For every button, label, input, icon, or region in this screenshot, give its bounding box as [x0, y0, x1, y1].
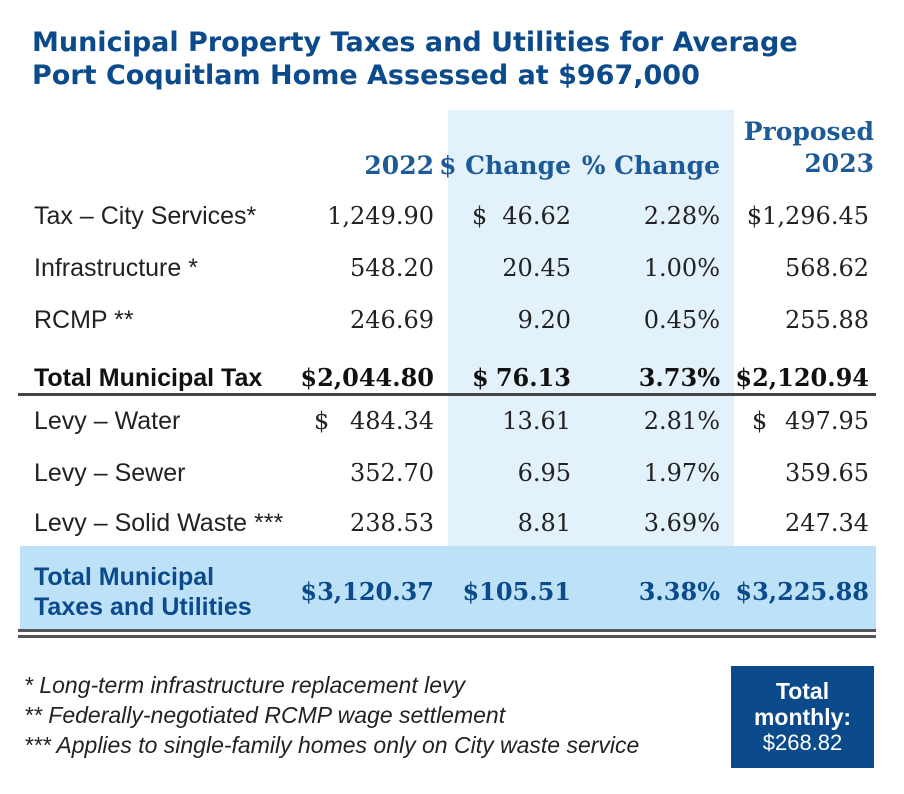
grand-total-shade — [20, 546, 876, 630]
table-row: Tax – City Services* 1,249.90 $ 46.62 2.… — [0, 198, 904, 234]
table-row: Levy – Sewer 352.70 6.95 1.97% 359.65 — [0, 455, 904, 491]
row-label: Total Municipal Tax — [34, 364, 263, 392]
monthly-label-line2: monthly: — [753, 704, 852, 730]
total-divider-bottom — [18, 635, 876, 638]
dollar-sign: $ — [752, 407, 768, 435]
value-2023: 568.62 — [785, 254, 869, 282]
value-dollar-change: 46.62 — [502, 202, 571, 230]
monthly-value: $268.82 — [762, 730, 843, 755]
header-proposed-line1: Proposed — [743, 117, 874, 146]
value-2023: 359.65 — [785, 459, 869, 487]
monthly-label-line1: Total — [775, 678, 830, 704]
subtotal-divider — [18, 393, 876, 396]
table-row: Infrastructure * 548.20 20.45 1.00% 568.… — [0, 250, 904, 286]
change-columns-shade — [448, 110, 734, 546]
header-percent-change: % Change — [581, 151, 720, 180]
value-2022: 246.69 — [350, 306, 434, 334]
value-2022: 352.70 — [350, 459, 434, 487]
value-dollar-change: 9.20 — [517, 306, 571, 334]
value-percent-change: 1.00% — [643, 254, 720, 282]
title-line-2: Port Coquitlam Home Assessed at $967,000 — [32, 60, 700, 91]
row-label: Levy – Water — [34, 407, 181, 435]
grand-total-label: Total Municipal Taxes and Utilities — [34, 563, 252, 621]
row-label: Levy – Solid Waste *** — [34, 509, 284, 537]
subtotal-row: Total Municipal Tax $2,044.80 $ 76.13 3.… — [0, 360, 904, 396]
value-percent-change: 1.97% — [643, 459, 720, 487]
header-proposed-2023: Proposed 2023 — [744, 116, 874, 180]
header-2022: 2022 — [364, 151, 434, 180]
value-percent-change: 2.28% — [643, 202, 720, 230]
value-2022: 1,249.90 — [327, 202, 434, 230]
value-dollar-change: $105.51 — [462, 577, 571, 606]
table-row: Levy – Solid Waste *** 238.53 8.81 3.69%… — [0, 505, 904, 541]
row-label: Tax – City Services* — [34, 202, 257, 230]
page-title: Municipal Property Taxes and Utilities f… — [32, 26, 882, 92]
total-divider-top — [18, 629, 876, 632]
title-line-1: Municipal Property Taxes and Utilities f… — [32, 27, 798, 58]
value-2022: 484.34 — [350, 407, 434, 435]
value-dollar-change: 6.95 — [517, 459, 571, 487]
dollar-sign: $ — [472, 202, 488, 230]
value-percent-change: 3.69% — [643, 509, 720, 537]
value-2022: $3,120.37 — [300, 577, 434, 606]
value-2023: 255.88 — [785, 306, 869, 334]
value-dollar-change: 13.61 — [502, 407, 571, 435]
header-proposed-line2: 2023 — [804, 149, 874, 178]
table-row: Levy – Water $ 484.34 13.61 2.81% $ 497.… — [0, 403, 904, 439]
grand-total-row: Total Municipal Taxes and Utilities $3,1… — [0, 562, 904, 626]
footnote-1: * Long-term infrastructure replacement l… — [24, 672, 466, 698]
table-row: RCMP ** 246.69 9.20 0.45% 255.88 — [0, 302, 904, 338]
monthly-total-box: Total monthly: $268.82 — [731, 666, 874, 768]
value-2023: $3,225.88 — [735, 577, 869, 606]
value-dollar-change: 76.13 — [495, 363, 571, 392]
dollar-sign: $ — [472, 363, 489, 392]
value-2023: 247.34 — [785, 509, 869, 537]
row-label: Infrastructure * — [34, 254, 198, 282]
header-dollar-change: $ Change — [439, 151, 571, 180]
value-2023: 497.95 — [785, 407, 869, 435]
value-2022: 238.53 — [350, 509, 434, 537]
value-percent-change: 3.38% — [638, 577, 720, 606]
row-label: Levy – Sewer — [34, 459, 186, 487]
value-percent-change: 0.45% — [643, 306, 720, 334]
value-dollar-change: 20.45 — [502, 254, 571, 282]
value-percent-change: 2.81% — [643, 407, 720, 435]
value-2023: $2,120.94 — [735, 363, 869, 392]
value-2023: $1,296.45 — [746, 202, 869, 230]
value-2022: $2,044.80 — [300, 363, 434, 392]
value-dollar-change: 8.81 — [517, 509, 571, 537]
value-percent-change: 3.73% — [638, 363, 720, 392]
value-2022: 548.20 — [350, 254, 434, 282]
footnote-2: ** Federally-negotiated RCMP wage settle… — [24, 702, 506, 728]
dollar-sign: $ — [314, 407, 330, 435]
row-label: RCMP ** — [34, 306, 134, 334]
footnote-3: *** Applies to single-family homes only … — [24, 732, 640, 758]
